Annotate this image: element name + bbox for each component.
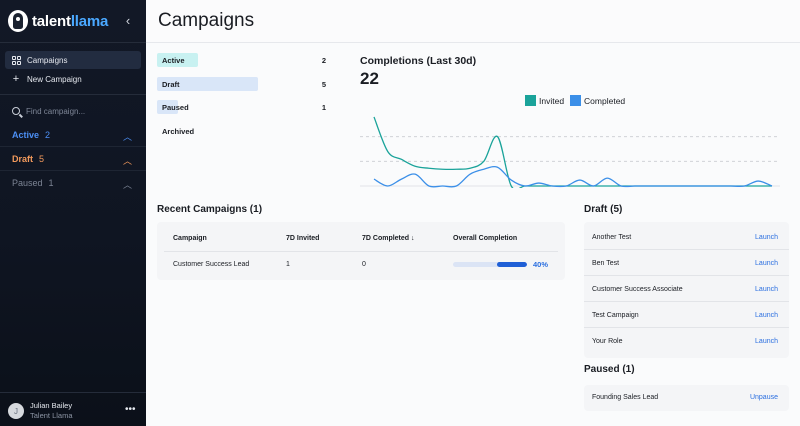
draft-name[interactable]: Ben Test [592, 260, 620, 267]
user-profile[interactable]: J Julian Bailey Talent Llama [8, 401, 73, 421]
recent-campaigns-table: Campaign 7D Invited 7D Completed ↓ Overa… [157, 222, 565, 280]
user-name: Julian Bailey [30, 401, 73, 410]
nav-item-campaigns[interactable]: Campaigns [5, 51, 141, 69]
list-item: Test Campaign Launch [584, 302, 789, 328]
cell-campaign[interactable]: Customer Success Lead [173, 261, 250, 268]
cell-completed: 0 [362, 261, 366, 268]
status-count: 5 [321, 80, 326, 89]
paused-name[interactable]: Founding Sales Lead [592, 394, 659, 401]
page-header: Campaigns [146, 0, 800, 43]
launch-button[interactable]: Launch [755, 338, 778, 345]
divider [0, 94, 146, 95]
chevron-left-icon[interactable]: ‹ [125, 13, 131, 28]
completions-chart [360, 116, 780, 188]
recent-campaigns-title: Recent Campaigns (1) [157, 204, 263, 215]
completion-percent: 40% [533, 260, 549, 269]
completions-title: Completions (Last 30d) [360, 55, 477, 67]
status-label: Archived [162, 127, 195, 136]
launch-button[interactable]: Launch [755, 260, 778, 267]
column-header-completed[interactable]: 7D Completed ↓ [362, 235, 415, 242]
paused-list: Founding Sales Lead Unpause [584, 385, 789, 411]
sidebar: talentllama ‹ Campaigns + New Campaign A… [0, 0, 146, 426]
sidebar-group-draft[interactable]: Draft 5 ︿ [0, 147, 146, 171]
legend-item-completed[interactable]: Completed [570, 95, 625, 106]
completions-value: 22 [360, 69, 379, 88]
draft-name[interactable]: Customer Success Associate [592, 286, 683, 293]
sidebar-group-paused[interactable]: Paused 1 ︿ [0, 171, 146, 195]
cell-invited: 1 [286, 261, 290, 268]
nav-item-label: Campaigns [27, 55, 68, 65]
page-title: Campaigns [158, 10, 255, 31]
nav-item-new-campaign[interactable]: + New Campaign [5, 70, 141, 88]
draft-name[interactable]: Test Campaign [592, 312, 639, 319]
status-count: 1 [321, 103, 326, 112]
completion-progress-bar [453, 262, 527, 267]
status-count: 2 [321, 56, 326, 65]
divider [0, 392, 146, 393]
more-options-icon[interactable]: ••• [125, 404, 136, 415]
unpause-button[interactable]: Unpause [749, 394, 778, 401]
llama-logo-icon [8, 10, 28, 32]
launch-button[interactable]: Launch [755, 312, 778, 319]
legend-swatch [525, 95, 536, 106]
column-header-overall-completion[interactable]: Overall Completion [453, 235, 518, 242]
group-count: 2 [45, 129, 51, 140]
status-label: Draft [162, 80, 180, 89]
status-summary-archived[interactable]: Archived [157, 124, 329, 138]
legend-swatch [570, 95, 582, 106]
sidebar-group-active[interactable]: Active 2 ︿ [0, 123, 146, 147]
column-header-campaign[interactable]: Campaign [173, 235, 207, 242]
chevron-up-icon: ︿ [122, 156, 132, 166]
status-bar [157, 100, 178, 114]
draft-list: Another Test Launch Ben Test Launch Cust… [584, 222, 789, 358]
search-input[interactable] [26, 106, 126, 116]
legend-item-invited[interactable]: Invited [525, 95, 564, 106]
list-item: Customer Success Associate Launch [584, 276, 789, 302]
progress-fill [497, 262, 527, 267]
plus-icon: + [12, 73, 20, 85]
brand-logo[interactable]: talentllama [8, 9, 108, 33]
list-item: Your Role Launch [584, 328, 789, 354]
list-item: Ben Test Launch [584, 250, 789, 276]
status-summary-draft[interactable]: Draft 5 [157, 77, 329, 91]
status-summary-paused[interactable]: Paused 1 [157, 100, 329, 114]
search-icon [12, 107, 20, 115]
paused-title: Paused (1) [584, 364, 635, 375]
launch-button[interactable]: Launch [755, 286, 778, 293]
group-label: Draft [12, 153, 34, 164]
avatar: J [8, 403, 24, 419]
legend-label: Completed [584, 95, 626, 106]
draft-name[interactable]: Another Test [592, 234, 632, 241]
column-header-invited[interactable]: 7D Invited [286, 235, 320, 242]
draft-name[interactable]: Your Role [592, 338, 623, 345]
chart-legend: Invited Completed [525, 95, 631, 106]
brand-name-part1: talent [32, 12, 71, 30]
divider [164, 251, 558, 252]
group-count: 5 [39, 153, 45, 164]
legend-label: Invited [539, 95, 565, 106]
group-label: Paused [12, 178, 43, 188]
series-line-invited [373, 116, 772, 188]
status-bar [157, 77, 258, 91]
chevron-up-icon: ︿ [122, 132, 132, 142]
campaign-search[interactable] [12, 104, 134, 118]
group-count: 1 [48, 178, 54, 188]
status-summary-active[interactable]: Active 2 [157, 53, 329, 67]
nav-item-label: New Campaign [27, 74, 82, 84]
divider [0, 42, 146, 43]
chevron-up-icon: ︿ [122, 180, 132, 190]
group-label: Active [12, 129, 40, 140]
status-label: Paused [162, 103, 189, 112]
launch-button[interactable]: Launch [755, 234, 778, 241]
grid-icon [11, 55, 21, 65]
brand-name-part2: llama [70, 12, 109, 30]
status-bar [157, 53, 198, 67]
series-line-completed [373, 165, 773, 188]
status-label: Active [162, 56, 185, 65]
user-org: Talent Llama [30, 411, 73, 420]
list-item: Another Test Launch [584, 224, 789, 250]
draft-title: Draft (5) [584, 204, 623, 215]
